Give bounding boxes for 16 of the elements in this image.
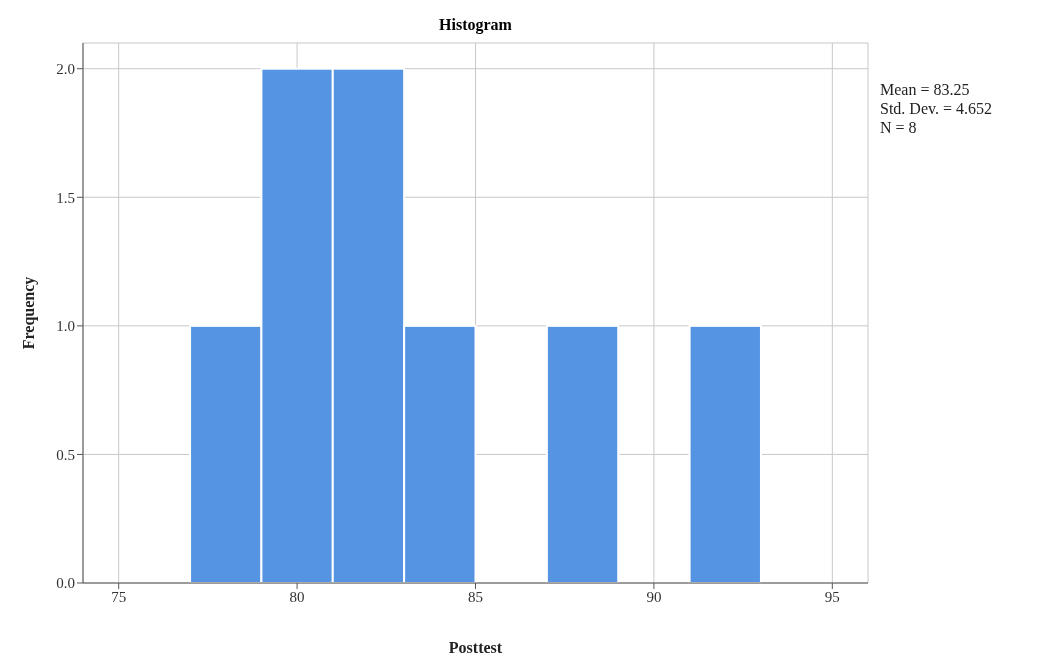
x-tick-label: 75 [111,588,127,605]
y-tick-label: 2.0 [56,61,75,78]
x-tick-label: 95 [824,588,840,605]
y-axis-title: Frequency [19,276,38,350]
x-tick-label: 80 [289,588,305,605]
chart-title: Histogram [438,16,513,34]
x-tick-label: 85 [468,588,483,605]
text: N = 8 [880,118,918,137]
text: Std. Dev. = 4.652 [880,99,992,118]
y-tick-label: 0.0 [56,575,75,592]
x-axis-title: Posttest [448,639,503,656]
y-tick-label: 0.5 [56,446,75,463]
y-tick-label: 1.0 [56,318,75,335]
y-tick-label: 1.5 [56,189,75,206]
x-tick-label: 90 [646,588,662,605]
text: Mean = 83.25 [880,80,971,99]
